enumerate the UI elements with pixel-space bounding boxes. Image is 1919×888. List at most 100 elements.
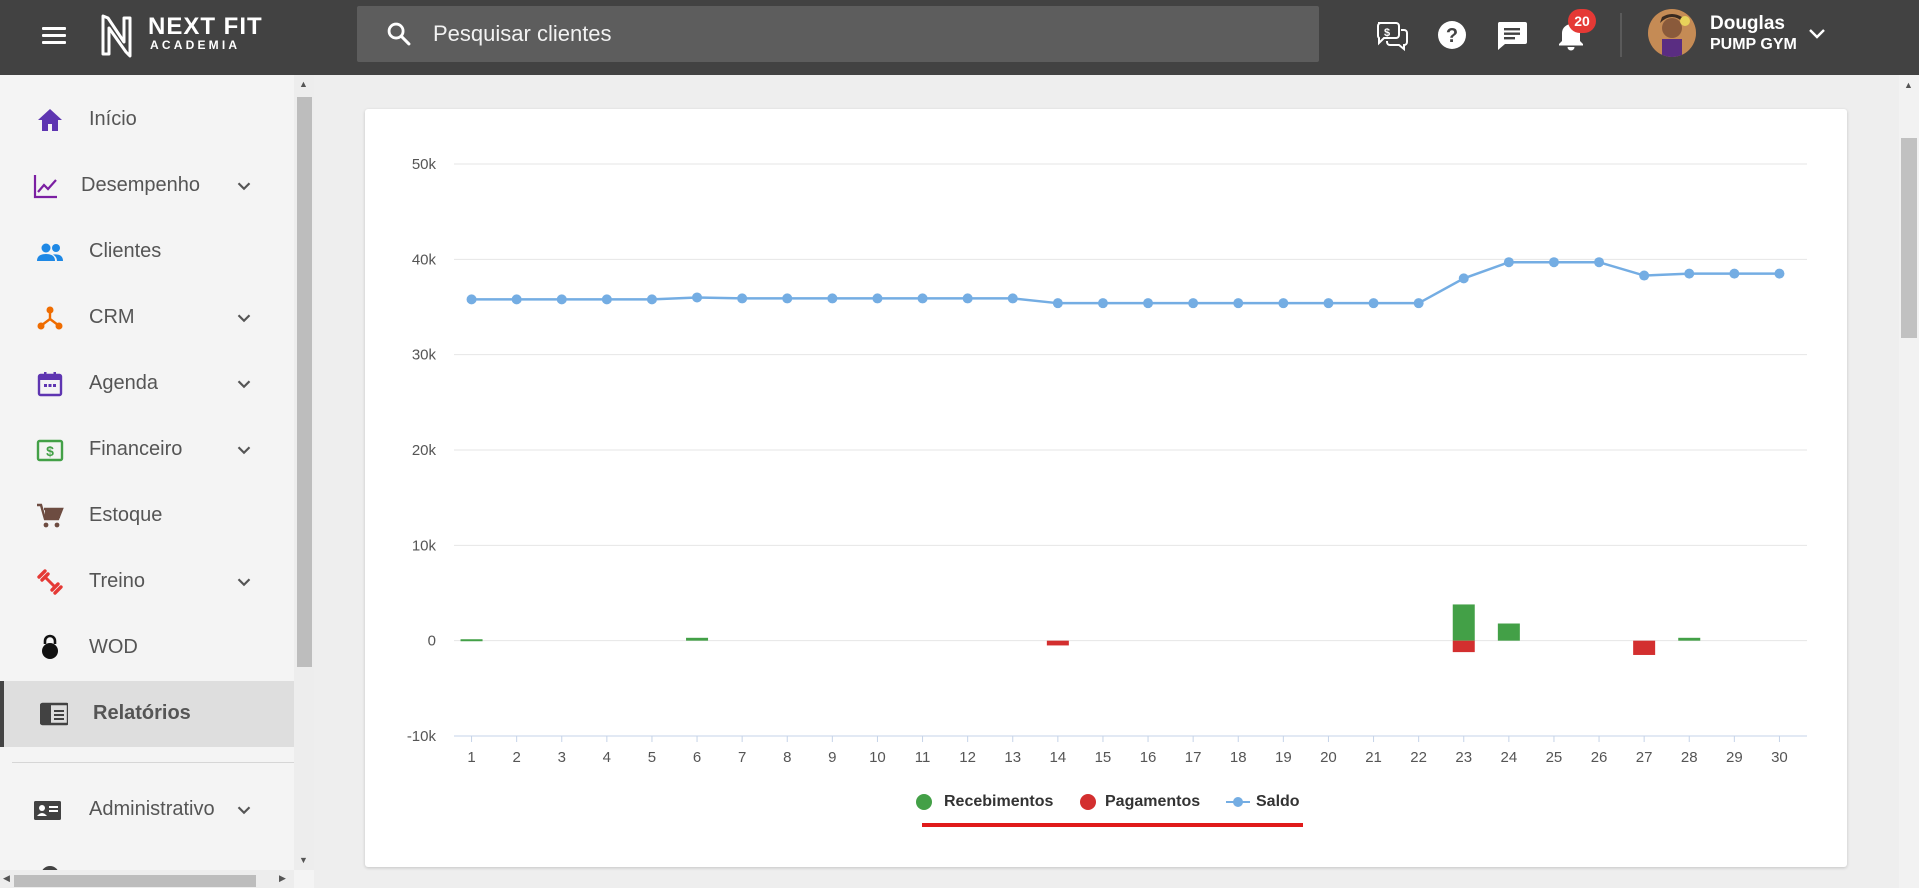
sidebar-item-agenda[interactable]: Agenda — [0, 351, 294, 417]
x-tick-label: 18 — [1230, 749, 1247, 766]
chat-icon[interactable] — [1494, 17, 1530, 53]
logo-text: NEXT FIT — [148, 13, 263, 40]
search-input[interactable] — [433, 6, 1293, 62]
svg-text:$: $ — [1384, 27, 1390, 39]
report-icon — [40, 702, 68, 726]
svg-text:?: ? — [1446, 25, 1458, 47]
legend-marker-recebimentos — [916, 794, 932, 810]
scroll-left-arrow-icon[interactable]: ◀ — [3, 873, 10, 883]
x-tick-label: 22 — [1410, 749, 1427, 766]
x-tick-label: 13 — [1004, 749, 1021, 766]
x-tick-label: 19 — [1275, 749, 1292, 766]
chevron-down-icon — [237, 380, 251, 389]
saldo-point — [872, 293, 883, 304]
saldo-point — [1143, 298, 1154, 309]
trending-icon — [33, 175, 57, 199]
scroll-right-arrow-icon[interactable]: ▶ — [279, 873, 286, 883]
finance-chat-icon[interactable]: $ — [1374, 17, 1410, 53]
sidebar-item-estoque[interactable]: Estoque — [0, 483, 294, 549]
sidebar-item-crm[interactable]: CRM — [0, 285, 294, 351]
legend-marker-pagamentos — [1080, 794, 1096, 810]
legend-label: Recebimentos — [944, 793, 1054, 810]
sidebar-item-label: Administrativo — [89, 798, 215, 820]
avatar[interactable] — [1648, 9, 1696, 57]
people-icon — [37, 243, 63, 261]
sidebar-item-wod[interactable]: WOD — [0, 615, 294, 681]
sidebar-item-treino[interactable]: Treino — [0, 549, 294, 615]
logo-mark-icon — [101, 14, 132, 58]
sidebar-scrollbar-thumb[interactable] — [297, 97, 312, 667]
bar-recebimentos — [1678, 637, 1701, 641]
saldo-point — [1233, 298, 1244, 309]
sidebar-item-relatorios[interactable]: Relatórios — [0, 681, 294, 747]
page-scroll-up-icon[interactable]: ▲ — [1904, 80, 1913, 90]
x-tick-label: 3 — [558, 749, 566, 766]
saldo-point — [917, 293, 928, 304]
y-tick-label: -10k — [407, 728, 437, 745]
y-tick-label: 40k — [412, 251, 437, 268]
saldo-point — [827, 293, 838, 304]
x-tick-label: 28 — [1681, 749, 1698, 766]
x-tick-label: 15 — [1095, 749, 1112, 766]
sidebar-item-administrativo[interactable]: Administrativo — [0, 777, 294, 843]
bar-recebimentos — [460, 639, 483, 642]
header-divider — [1620, 13, 1622, 57]
saldo-point — [1503, 257, 1514, 268]
search-bar[interactable] — [357, 6, 1319, 62]
x-tick-label: 11 — [915, 749, 931, 766]
sidebar-hscrollbar-thumb[interactable] — [14, 875, 256, 887]
saldo-point — [1188, 298, 1199, 309]
sidebar-item-label: CRM — [89, 306, 135, 328]
saldo-point — [1413, 298, 1424, 309]
saldo-point — [556, 294, 567, 305]
cart-icon — [37, 503, 64, 528]
saldo-point — [1458, 273, 1469, 284]
chart-card — [365, 109, 1847, 867]
x-tick-label: 26 — [1591, 749, 1608, 766]
bar-recebimentos — [1497, 623, 1520, 641]
saldo-point — [1729, 268, 1740, 279]
help-icon[interactable]: ? — [1434, 17, 1470, 53]
dollar-icon: $ — [36, 439, 64, 462]
chevron-down-icon[interactable] — [1805, 22, 1829, 46]
saldo-point — [1639, 270, 1650, 281]
saldo-point — [737, 293, 748, 304]
page-scrollbar-thumb[interactable] — [1901, 138, 1917, 338]
y-tick-label: 20k — [412, 442, 437, 459]
chevron-down-icon — [237, 446, 251, 455]
saldo-point — [646, 294, 657, 305]
bar-pagamentos — [1452, 640, 1475, 653]
sidebar-item-clientes[interactable]: Clientes — [0, 219, 294, 285]
y-tick-label: 10k — [412, 537, 437, 554]
sidebar-item-inicio[interactable]: Início — [0, 87, 294, 153]
sidebar-item-label: WOD — [89, 636, 138, 658]
chevron-down-icon — [237, 314, 251, 323]
sidebar-item-label: Início — [89, 108, 137, 130]
y-tick-label: 0 — [428, 633, 436, 650]
y-tick-label: 50k — [412, 156, 437, 173]
legend-underline — [922, 823, 1303, 827]
scroll-up-arrow-icon[interactable]: ▲ — [299, 79, 308, 89]
calendar-icon — [37, 372, 63, 397]
x-tick-label: 4 — [603, 749, 611, 766]
scroll-down-arrow-icon[interactable]: ▼ — [299, 855, 308, 865]
saldo-point — [1548, 257, 1559, 268]
x-tick-label: 5 — [648, 749, 656, 766]
x-tick-label: 24 — [1501, 749, 1518, 766]
bar-pagamentos — [1633, 640, 1656, 655]
saldo-point — [601, 294, 612, 305]
legend-label: Saldo — [1256, 793, 1300, 810]
sidebar-item-financeiro[interactable]: $ Financeiro — [0, 417, 294, 483]
saldo-point — [1278, 298, 1289, 309]
dumbbell-icon — [37, 569, 63, 595]
menu-icon[interactable] — [38, 20, 70, 52]
saldo-point — [1323, 298, 1334, 309]
x-tick-label: 16 — [1140, 749, 1157, 766]
notification-badge: 20 — [1568, 9, 1596, 33]
sidebar-item-desempenho[interactable]: Desempenho — [0, 153, 294, 219]
chevron-down-icon — [237, 578, 251, 587]
x-tick-label: 23 — [1455, 749, 1472, 766]
x-tick-label: 8 — [783, 749, 791, 766]
x-tick-label: 9 — [828, 749, 836, 766]
